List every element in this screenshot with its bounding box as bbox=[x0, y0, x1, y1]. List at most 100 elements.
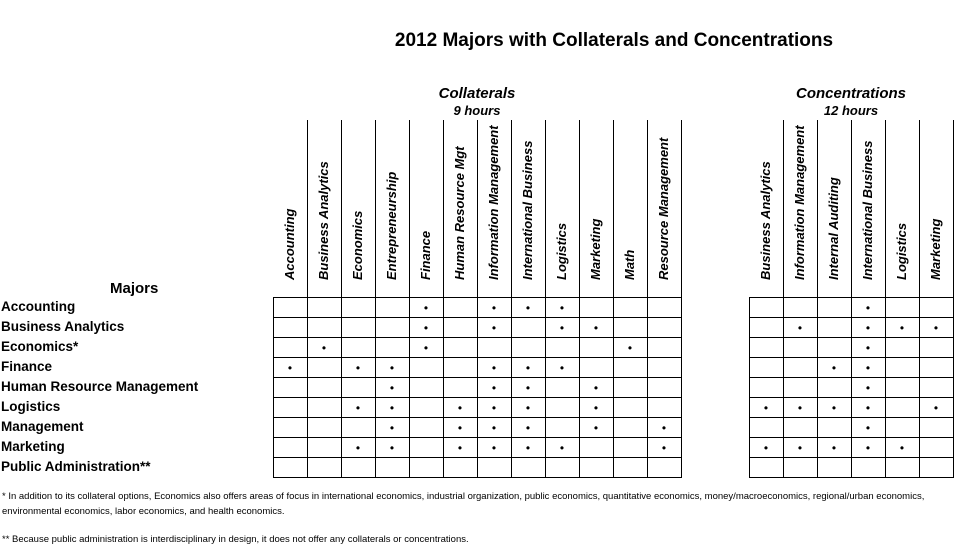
row-label: Human Resource Management bbox=[1, 379, 199, 394]
grid-line bbox=[647, 120, 648, 477]
row-label: Logistics bbox=[1, 399, 61, 414]
grid-line bbox=[273, 457, 682, 458]
grid-line bbox=[273, 437, 682, 438]
concentrations-title: Concentrations bbox=[795, 85, 906, 102]
grid-line bbox=[273, 377, 682, 378]
row-label: Marketing bbox=[1, 439, 65, 454]
grid-line bbox=[749, 457, 954, 458]
concentrations-bullet: • bbox=[865, 361, 871, 375]
collaterals-bullet: • bbox=[287, 361, 293, 375]
collaterals-column-label: Business Analytics bbox=[316, 161, 331, 280]
collaterals-bullet: • bbox=[525, 381, 531, 395]
collaterals-column-header: Accounting bbox=[273, 120, 307, 296]
collaterals-title: Collaterals bbox=[438, 85, 516, 102]
collaterals-column-header: Business Analytics bbox=[307, 120, 341, 296]
concentrations-bullet: • bbox=[899, 441, 905, 455]
collaterals-column-label: Entrepreneurship bbox=[384, 171, 399, 280]
grid-line bbox=[307, 120, 308, 477]
concentrations-column-label: Marketing bbox=[928, 218, 943, 280]
collaterals-column-label: Economics bbox=[350, 210, 365, 280]
grid-line bbox=[749, 437, 954, 438]
collaterals-bullet: • bbox=[389, 401, 395, 415]
footnote-public-administration: ** Because public administration is inte… bbox=[2, 534, 469, 545]
collaterals-bullet: • bbox=[525, 421, 531, 435]
collaterals-column-header: International Business bbox=[511, 120, 545, 296]
grid-line bbox=[817, 120, 818, 477]
collaterals-column-header: Resource Management bbox=[647, 120, 681, 296]
grid-line bbox=[783, 120, 784, 477]
concentrations-bullet: • bbox=[865, 401, 871, 415]
collaterals-bullet: • bbox=[355, 361, 361, 375]
collaterals-column-label: Logistics bbox=[554, 222, 569, 280]
concentrations-column-label: Internal Auditing bbox=[826, 177, 841, 280]
collaterals-bullet: • bbox=[423, 301, 429, 315]
grid-line bbox=[749, 317, 954, 318]
collaterals-bullet: • bbox=[457, 441, 463, 455]
collaterals-column-header: Entrepreneurship bbox=[375, 120, 409, 296]
row-label: Economics* bbox=[1, 339, 79, 354]
collaterals-bullet: • bbox=[559, 321, 565, 335]
grid-line bbox=[341, 120, 342, 477]
collaterals-column-label: Human Resource Mgt bbox=[452, 146, 467, 280]
collaterals-column-header: Human Resource Mgt bbox=[443, 120, 477, 296]
collaterals-bullet: • bbox=[321, 341, 327, 355]
grid-line bbox=[919, 120, 920, 477]
grid-line bbox=[273, 477, 682, 478]
grid-line bbox=[681, 120, 682, 477]
collaterals-column-label: International Business bbox=[520, 140, 535, 280]
collaterals-bullet: • bbox=[457, 401, 463, 415]
collaterals-bullet: • bbox=[491, 381, 497, 395]
concentrations-bullet: • bbox=[797, 441, 803, 455]
collaterals-bullet: • bbox=[593, 381, 599, 395]
concentrations-bullet: • bbox=[933, 401, 939, 415]
grid-line bbox=[749, 417, 954, 418]
concentrations-column-label: International Business bbox=[860, 140, 875, 280]
collaterals-bullet: • bbox=[525, 361, 531, 375]
grid-line bbox=[273, 397, 682, 398]
grid-line bbox=[613, 120, 614, 477]
concentrations-bullet: • bbox=[831, 441, 837, 455]
collaterals-column-label: Math bbox=[622, 249, 637, 280]
concentrations-column-label: Business Analytics bbox=[758, 161, 773, 280]
grid-line bbox=[885, 120, 886, 477]
concentrations-column-header: Internal Auditing bbox=[817, 120, 851, 296]
grid-line bbox=[273, 297, 682, 298]
collaterals-column-label: Marketing bbox=[588, 218, 603, 280]
grid-line bbox=[749, 357, 954, 358]
concentrations-column-header: International Business bbox=[851, 120, 885, 296]
concentrations-column-header: Information Management bbox=[783, 120, 817, 296]
collaterals-bullet: • bbox=[593, 421, 599, 435]
collaterals-bullet: • bbox=[525, 401, 531, 415]
collaterals-bullet: • bbox=[423, 321, 429, 335]
collaterals-bullet: • bbox=[627, 341, 633, 355]
collaterals-bullet: • bbox=[661, 441, 667, 455]
concentrations-column-header: Logistics bbox=[885, 120, 919, 296]
concentrations-bullet: • bbox=[865, 301, 871, 315]
concentrations-bullet: • bbox=[797, 321, 803, 335]
concentrations-bullet: • bbox=[831, 361, 837, 375]
collaterals-column-label: Resource Management bbox=[656, 137, 671, 280]
concentrations-bullet: • bbox=[865, 321, 871, 335]
collaterals-column-header: Marketing bbox=[579, 120, 613, 296]
collaterals-bullet: • bbox=[355, 441, 361, 455]
collaterals-header: Collaterals 9 hours bbox=[273, 84, 681, 119]
grid-line bbox=[851, 120, 852, 477]
grid-line bbox=[511, 120, 512, 477]
concentrations-bullet: • bbox=[865, 421, 871, 435]
row-label: Finance bbox=[1, 359, 53, 374]
grid-line bbox=[273, 317, 682, 318]
collaterals-bullet: • bbox=[491, 321, 497, 335]
collaterals-bullet: • bbox=[457, 421, 463, 435]
grid-line bbox=[749, 297, 750, 477]
collaterals-bullet: • bbox=[389, 421, 395, 435]
concentrations-column-label: Information Management bbox=[792, 125, 807, 280]
concentrations-column-label: Logistics bbox=[894, 222, 909, 280]
page-title: 2012 Majors with Collaterals and Concent… bbox=[394, 30, 834, 51]
grid-line bbox=[749, 477, 954, 478]
concentrations-subtitle: 12 hours bbox=[823, 103, 879, 118]
concentrations-bullet: • bbox=[865, 441, 871, 455]
collaterals-bullet: • bbox=[491, 361, 497, 375]
collaterals-bullet: • bbox=[559, 361, 565, 375]
concentrations-bullet: • bbox=[763, 441, 769, 455]
collaterals-column-header: Information Management bbox=[477, 120, 511, 296]
